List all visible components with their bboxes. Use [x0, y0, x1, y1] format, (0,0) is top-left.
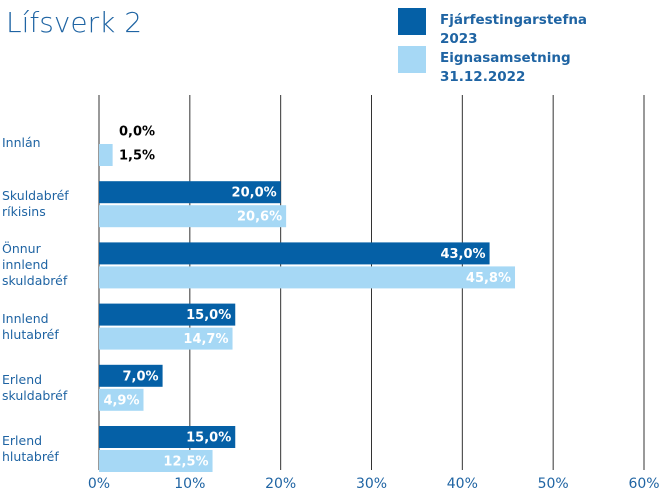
data-label: 15,0% [186, 431, 231, 446]
x-tick-label: 20% [265, 476, 296, 492]
y-tick-label: Erlend hlutabréf [2, 433, 59, 464]
data-label: 12,5% [163, 455, 208, 470]
y-tick-label: Önnur innlend skuldabréf [2, 241, 68, 289]
x-tick-label: 60% [628, 476, 659, 492]
bar [99, 450, 213, 472]
data-label: 1,5% [119, 149, 155, 164]
y-tick-label: Skuldabréf ríkisins [2, 188, 69, 220]
chart-title: Lífsverk 2 [6, 6, 142, 39]
bar [99, 205, 287, 228]
bar [99, 144, 113, 166]
x-tick-label: 0% [88, 476, 110, 492]
y-tick-label: Innlán [2, 135, 41, 150]
bar [99, 303, 236, 326]
data-label: 43,0% [440, 247, 485, 262]
bar [99, 364, 163, 387]
legend-swatch [398, 8, 426, 35]
bar [99, 327, 233, 350]
x-tick-label: 10% [174, 476, 205, 492]
x-tick-label: 40% [447, 476, 478, 492]
bar [99, 242, 490, 265]
bar [99, 266, 516, 289]
data-label: 15,0% [186, 308, 231, 323]
x-tick-label: 50% [538, 476, 569, 492]
legend-label: Fjárfestingarstefna 2023 [440, 12, 588, 47]
data-label: 0,0% [119, 125, 155, 140]
bar [99, 388, 144, 411]
bar [99, 426, 236, 448]
data-label: 20,6% [237, 210, 282, 225]
bar [99, 181, 281, 204]
legend-label: Eignasamsetning 31.12.2022 [440, 50, 571, 85]
y-tick-label: Erlend skuldabréf [2, 371, 68, 403]
y-tick-label: Innlend hlutabréf [2, 310, 59, 342]
data-label: 7,0% [123, 369, 159, 384]
data-label: 20,0% [232, 186, 277, 201]
data-label: 14,7% [183, 332, 228, 347]
data-label: 4,9% [103, 393, 139, 408]
data-label: 45,8% [466, 271, 511, 286]
legend-swatch [398, 46, 426, 73]
x-tick-label: 30% [356, 476, 387, 492]
